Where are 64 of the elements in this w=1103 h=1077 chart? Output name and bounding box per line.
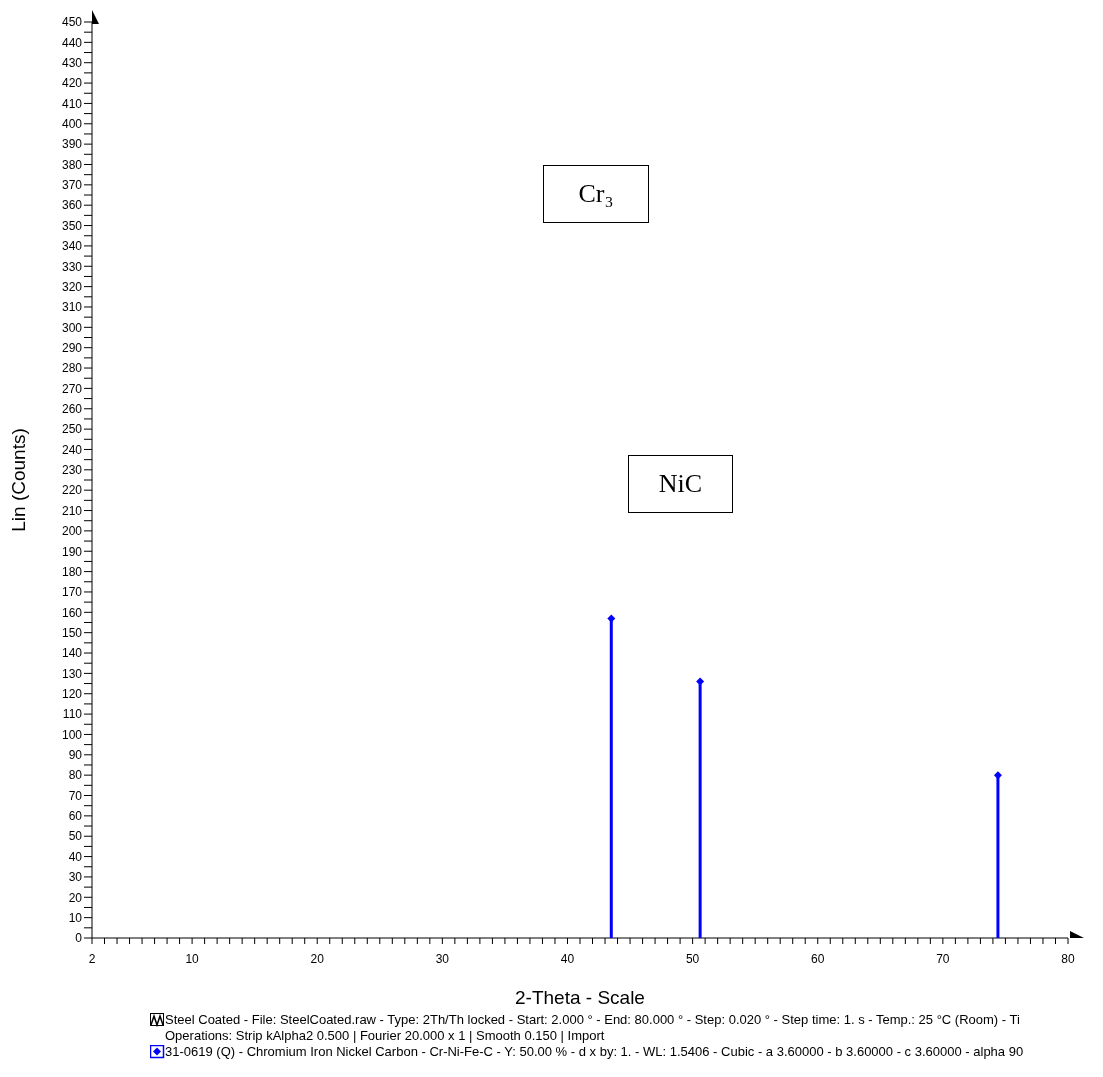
y-tick-label: 130 [61,666,83,681]
y-tick-label: 250 [61,422,83,437]
x-tick-label: 60 [811,951,825,966]
y-tick-label: 330 [61,259,83,274]
y-tick-label: 170 [61,585,83,600]
y-tick-label: 400 [61,117,83,132]
y-tick-label: 120 [61,686,83,701]
y-tick-label: 150 [61,625,83,640]
y-tick-label: 370 [61,178,83,193]
x-tick-label: 50 [685,951,700,966]
x-tick-label: 30 [435,951,450,966]
y-tick-label: 270 [61,381,83,396]
point [607,614,616,623]
y-tick-label: 20 [68,890,83,905]
y-tick-label: 190 [61,544,83,559]
y-tick-label: 320 [61,279,83,294]
y-tick-label: 360 [61,198,83,213]
x-tick-label: 2 [88,951,96,966]
y-tick-label: 50 [68,829,83,844]
legend-label: 31-0619 (Q) - Chromium Iron Nickel Carbon - Cr-Ni-Fe-C - Y: 50.00 % - d x by: 1. - WL: 1.5406 - Cubic - a 3.60000 - b 3.60000 - c 3.60000 - alpha 90 [165,1044,1024,1060]
y-tick-label: 140 [61,646,83,661]
y-tick-label: 450 [61,15,83,30]
annotation: NiC [628,455,733,513]
x-tick-label: 70 [936,951,950,966]
y-tick-label: 110 [62,707,83,722]
x-tick-label: 20 [310,951,325,966]
text: Steel Coated - File: SteelCoated.raw - Type: 2Th/Th locked - Start: 2.000 ° - End: 80.000 ° - Step: 0.020 ° - Step time: 1. s - Temp.: 25 °C (Room) - Ti Operations: Strip kAlpha2 0.500 | Fourier 20.000 x 1 | Smooth 0.150 | Import [165,1012,1021,1044]
y-tick-label: 180 [61,564,83,579]
y-tick-label: 310 [61,300,83,315]
y-tick-label: 80 [68,768,83,783]
y-tick-label: 440 [61,35,83,50]
y-tick-label: 300 [61,320,83,335]
y-tick-label: 10 [68,910,83,925]
y-tick-label: 220 [61,483,83,498]
point [696,677,705,686]
y-tick-label: 290 [61,340,83,355]
y-tick-label: 210 [61,503,83,518]
y-tick-label: 70 [68,788,83,803]
y-tick-label: 420 [61,76,83,91]
y-tick-label: 30 [68,870,83,885]
y-tick-label: 40 [68,849,83,864]
y-tick-label: 280 [61,361,83,376]
y-tick-label: 90 [68,748,83,763]
y-tick-label: 350 [61,218,83,233]
x-axis-title: 2-Theta - Scale [515,987,645,1008]
y-tick-label: 390 [61,137,83,152]
y-tick-label: 240 [61,442,83,457]
y-tick-label: 0 [75,931,83,946]
y-tick-label: 200 [61,524,83,539]
y-tick-label: 410 [61,96,83,111]
y-tick-label: 260 [61,402,83,417]
x-tick-label: 10 [185,951,200,966]
y-axis-title: Lin (Counts) [7,428,29,532]
x-tick-label: 80 [1061,951,1075,966]
y-tick-label: 230 [61,463,83,478]
y-tick-label: 60 [68,809,83,824]
x-tick-label: 40 [560,951,575,966]
point [993,771,1002,780]
annotation: Cr₃ [543,165,649,223]
y-tick-label: 340 [61,239,83,254]
y-tick-label: 160 [61,605,83,620]
y-tick-label: 430 [61,55,83,70]
y-tick-label: 100 [61,727,83,742]
y-tick-label: 380 [61,157,83,172]
